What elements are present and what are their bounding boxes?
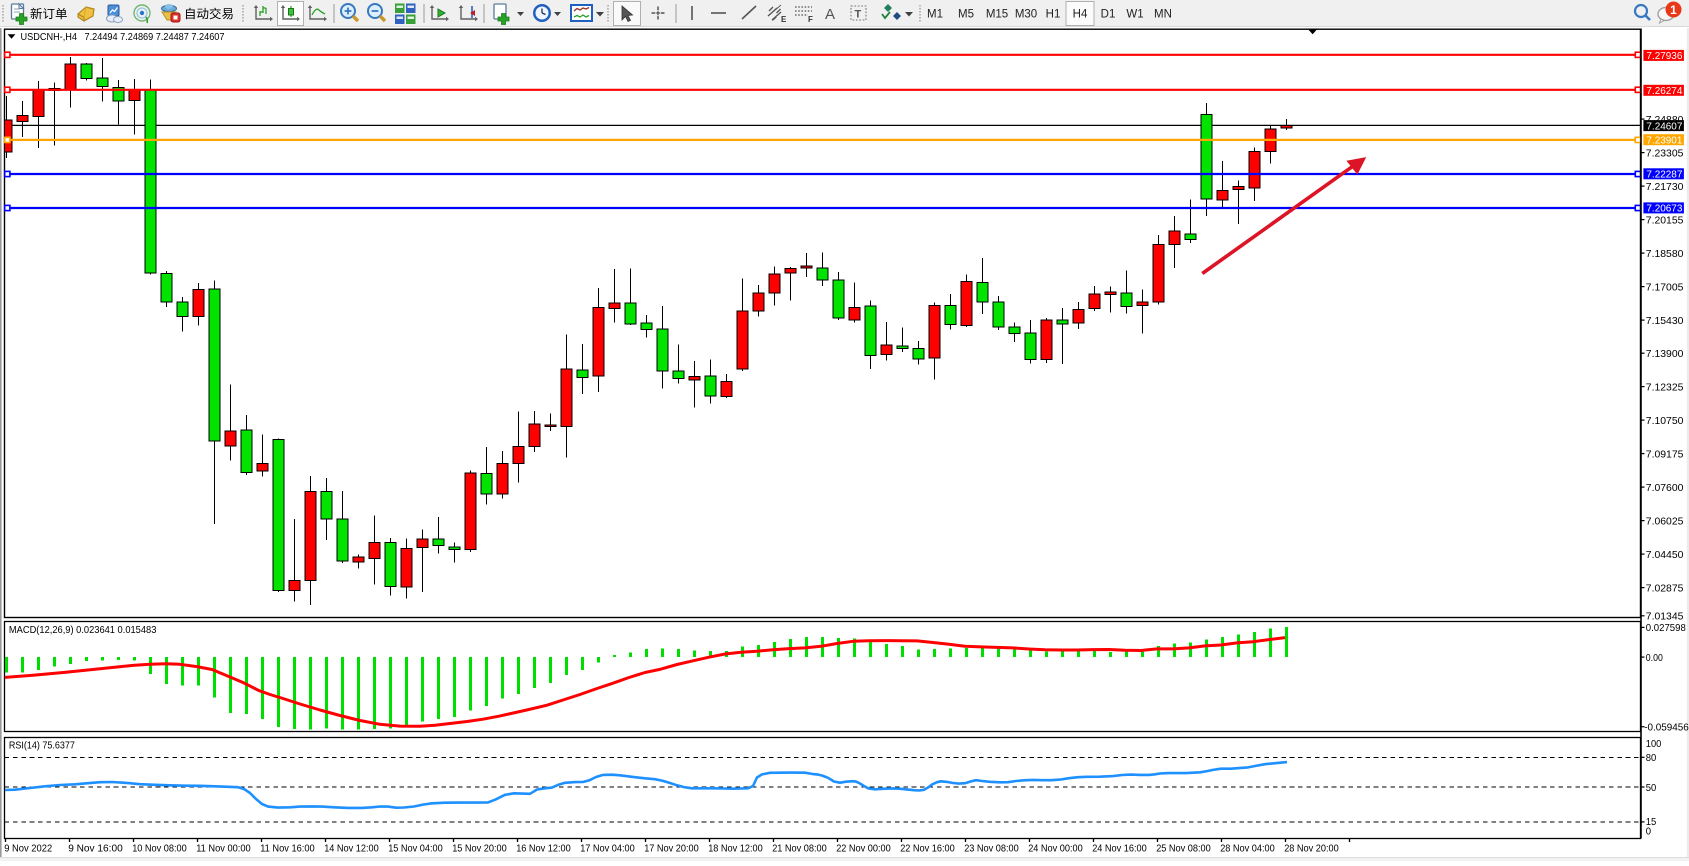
svg-text:22 Nov 16:00: 22 Nov 16:00 [900,842,955,854]
svg-text:50: 50 [1646,782,1657,794]
svg-text:24 Nov 16:00: 24 Nov 16:00 [1092,842,1147,854]
svg-text:W1: W1 [1126,9,1143,21]
svg-text:17 Nov 20:00: 17 Nov 20:00 [644,842,699,854]
svg-text:15 Nov 04:00: 15 Nov 04:00 [388,842,443,854]
svg-text:24 Nov 00:00: 24 Nov 00:00 [1028,842,1083,854]
svg-text:USDCNH-,H4: USDCNH-,H4 [21,31,78,43]
svg-text:7.20673: 7.20673 [1646,203,1682,215]
svg-text:7.27936: 7.27936 [1646,50,1682,62]
svg-text:23 Nov 08:00: 23 Nov 08:00 [964,842,1019,854]
svg-text:21 Nov 08:00: 21 Nov 08:00 [772,842,827,854]
svg-text:M30: M30 [1015,9,1037,21]
svg-text:F: F [808,15,813,24]
svg-text:D1: D1 [1101,9,1116,21]
svg-text:17 Nov 04:00: 17 Nov 04:00 [580,842,635,854]
svg-text:9 Nov 16:00: 9 Nov 16:00 [68,842,123,854]
svg-text:A: A [825,6,835,23]
svg-text:7.26274: 7.26274 [1646,85,1682,97]
svg-text:7.06025: 7.06025 [1646,515,1684,527]
svg-text:M5: M5 [958,9,974,21]
svg-text:7.07600: 7.07600 [1646,482,1684,494]
svg-text:7.15430: 7.15430 [1646,315,1684,327]
svg-text:7.23901: 7.23901 [1646,135,1682,147]
svg-text:80: 80 [1646,752,1657,764]
svg-text:18 Nov 12:00: 18 Nov 12:00 [708,842,763,854]
svg-text:15: 15 [1646,816,1657,828]
svg-text:7.12325: 7.12325 [1646,381,1684,393]
svg-text:7.23305: 7.23305 [1646,147,1684,159]
svg-text:11 Nov 00:00: 11 Nov 00:00 [196,842,251,854]
svg-text:7.24607: 7.24607 [1646,120,1682,132]
svg-text:新订单: 新订单 [30,6,68,21]
svg-text:7.21730: 7.21730 [1646,181,1684,193]
svg-text:7.09175: 7.09175 [1646,448,1684,460]
svg-text:7.18580: 7.18580 [1646,248,1684,260]
svg-text:M1: M1 [927,9,943,21]
svg-text:15 Nov 20:00: 15 Nov 20:00 [452,842,507,854]
svg-text:7.13900: 7.13900 [1646,348,1684,360]
svg-text:1: 1 [1670,3,1677,17]
svg-text:7.24494 7.24869 7.24487 7.2460: 7.24494 7.24869 7.24487 7.24607 [85,31,225,43]
svg-text:E: E [781,15,787,24]
svg-text:28 Nov 04:00: 28 Nov 04:00 [1220,842,1275,854]
svg-text:28 Nov 20:00: 28 Nov 20:00 [1284,842,1339,854]
svg-text:16 Nov 12:00: 16 Nov 12:00 [516,842,571,854]
svg-text:7.04450: 7.04450 [1646,549,1684,561]
svg-text:7.10750: 7.10750 [1646,415,1684,427]
svg-text:10 Nov 08:00: 10 Nov 08:00 [132,842,187,854]
svg-text:7.22287: 7.22287 [1646,169,1682,181]
svg-text:11 Nov 16:00: 11 Nov 16:00 [260,842,315,854]
svg-text:-0.059456: -0.059456 [1644,722,1689,734]
svg-text:7.01345: 7.01345 [1646,611,1684,623]
svg-text:9 Nov 2022: 9 Nov 2022 [4,842,52,854]
svg-text:22 Nov 00:00: 22 Nov 00:00 [836,842,891,854]
svg-text:MACD(12,26,9) 0.023641 0.01548: MACD(12,26,9) 0.023641 0.015483 [9,624,157,636]
svg-text:7.02875: 7.02875 [1646,582,1684,594]
svg-text:0.00: 0.00 [1646,652,1663,664]
svg-text:M15: M15 [986,9,1008,21]
svg-text:自动交易: 自动交易 [184,6,234,21]
svg-text:100: 100 [1646,738,1662,750]
svg-text:H1: H1 [1046,9,1061,21]
svg-text:7.17005: 7.17005 [1646,281,1684,293]
svg-text:14 Nov 12:00: 14 Nov 12:00 [324,842,379,854]
svg-text:RSI(14) 75.6377: RSI(14) 75.6377 [9,739,75,751]
svg-text:7.20155: 7.20155 [1646,214,1684,226]
svg-text:T: T [855,9,862,21]
svg-text:MN: MN [1154,9,1172,21]
svg-text:25 Nov 08:00: 25 Nov 08:00 [1156,842,1211,854]
svg-text:0.027598: 0.027598 [1646,622,1686,634]
svg-text:H4: H4 [1073,9,1088,21]
svg-text:0: 0 [1646,826,1651,838]
